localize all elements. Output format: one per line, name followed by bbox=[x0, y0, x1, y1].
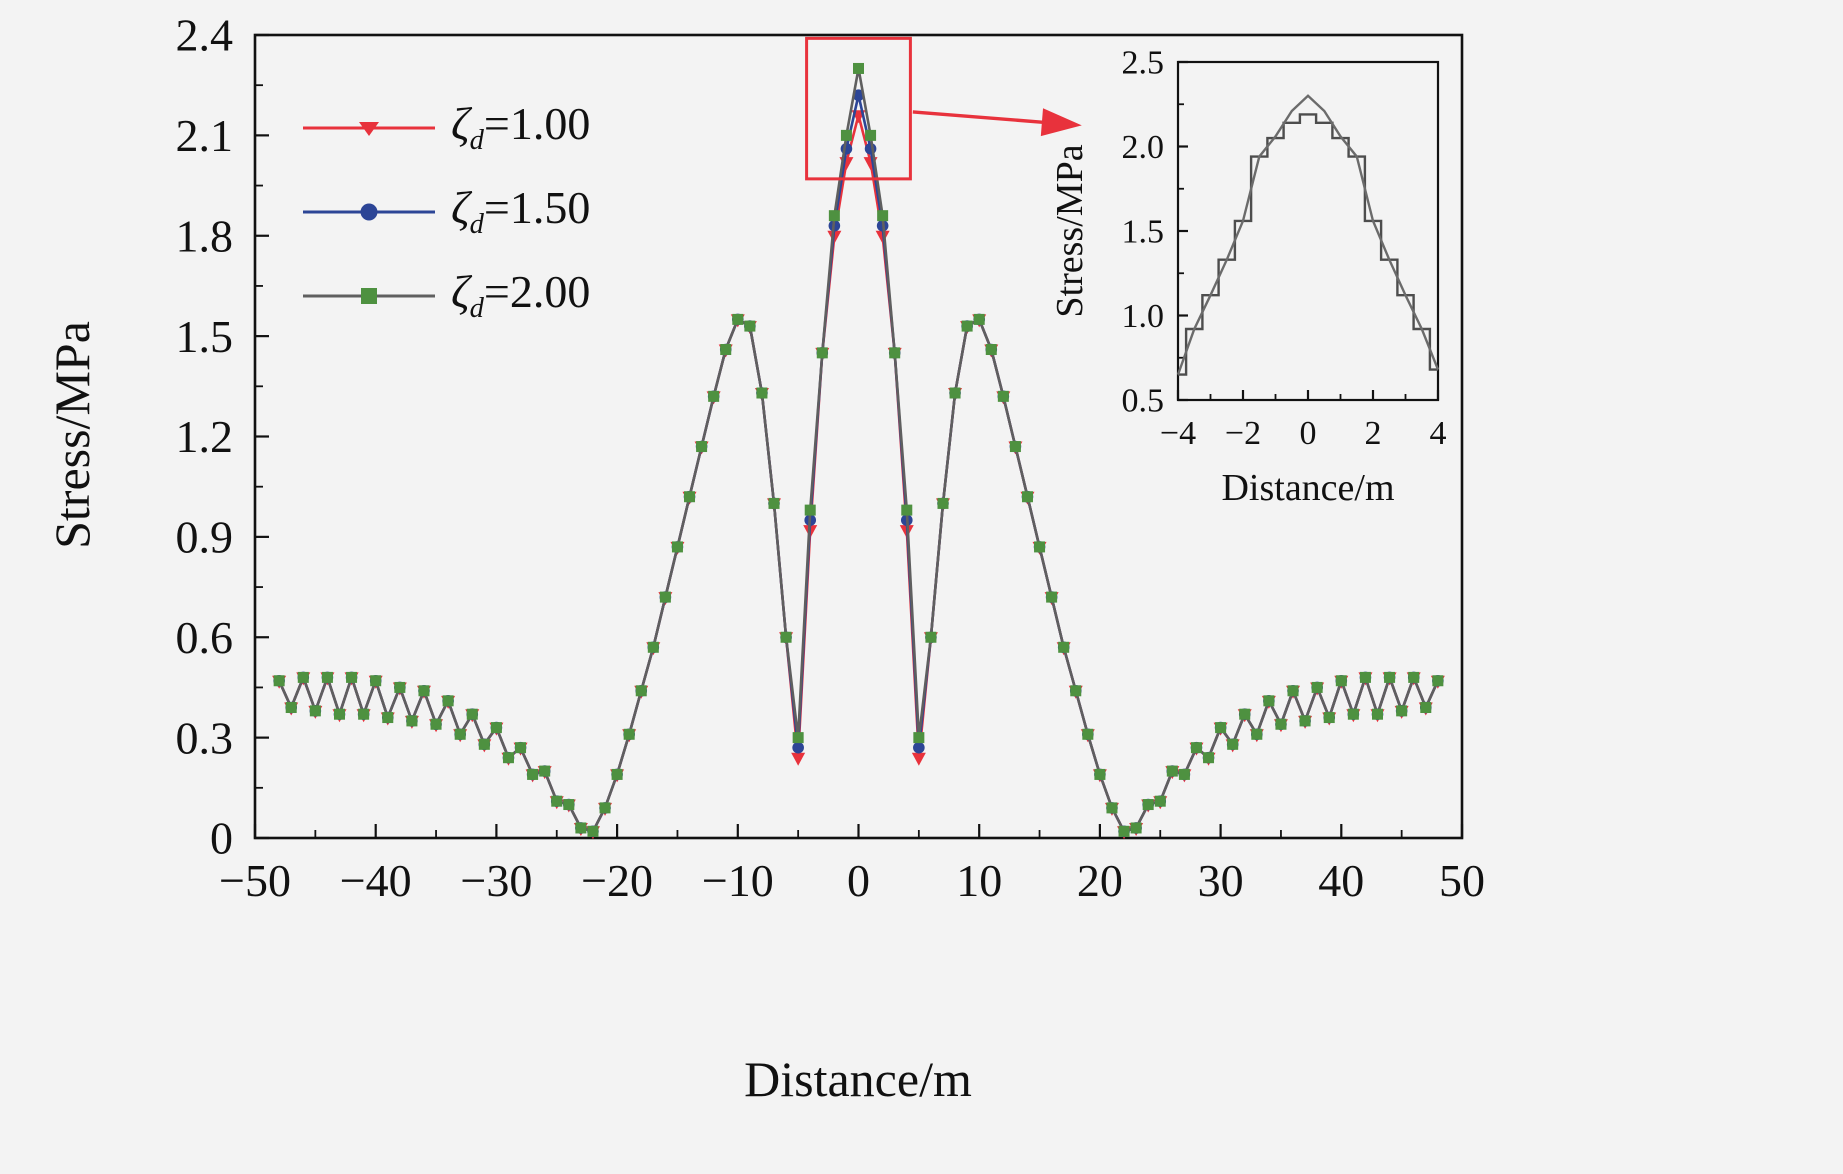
x-tick-label: −40 bbox=[340, 855, 412, 906]
x-tick-label: 0 bbox=[847, 855, 870, 906]
x-tick-label: −20 bbox=[581, 855, 653, 906]
zoom-arrow bbox=[912, 108, 1082, 137]
y-axis: 0 0.3 0.6 0.9 1.2 1.5 1.8 2.1 2.4 bbox=[176, 10, 269, 864]
y-tick-label: 2.5 bbox=[1122, 45, 1165, 82]
y-tick-label: 1.0 bbox=[1122, 298, 1165, 335]
y-tick-label: 0.3 bbox=[176, 712, 234, 763]
y-tick-label: 0 bbox=[210, 813, 233, 864]
inset-x-axis-title: Distance/m bbox=[1221, 467, 1395, 509]
main-y-axis-title: Stress/MPa bbox=[44, 321, 100, 549]
x-tick-label: −30 bbox=[460, 855, 532, 906]
inset-y-axis-title: Stress/MPa bbox=[1049, 144, 1091, 318]
legend-key-zd-1-50 bbox=[303, 203, 435, 221]
zoom-region-rect bbox=[805, 36, 912, 181]
x-tick-label: −50 bbox=[219, 855, 291, 906]
y-tick-label: 2.4 bbox=[176, 10, 234, 61]
y-tick-label: 0.5 bbox=[1122, 383, 1165, 420]
y-tick-label: 1.5 bbox=[176, 311, 234, 362]
y-tick-label: 2.0 bbox=[1122, 129, 1165, 166]
x-tick-label: 2 bbox=[1365, 415, 1382, 452]
x-tick-label: −10 bbox=[702, 855, 774, 906]
legend-label: ζd=1.00 bbox=[451, 97, 591, 156]
arrowhead-icon bbox=[1040, 108, 1082, 137]
legend-entry-zd-1-50: ζd=1.50 bbox=[303, 179, 590, 245]
legend-entry-zd-1-00: ζd=1.00 bbox=[303, 95, 590, 161]
x-axis: −4 −2 0 2 4 bbox=[1160, 390, 1447, 452]
inset-series-1 bbox=[1176, 94, 1440, 376]
y-tick-label: 2.1 bbox=[176, 110, 234, 161]
y-tick-label: 0.6 bbox=[176, 612, 234, 663]
y-axis: 0.5 1.0 1.5 2.0 2.5 bbox=[1122, 45, 1188, 420]
circle-marker-icon bbox=[360, 203, 378, 221]
x-tick-label: 10 bbox=[956, 855, 1002, 906]
inset-series-0 bbox=[1178, 113, 1438, 376]
main-plot: −50 −40 −30 −20 −10 0 10 20 30 40 5000.30.60.91.21… bbox=[176, 10, 1486, 906]
x-tick-label: 0 bbox=[1300, 415, 1317, 452]
x-tick-label: −2 bbox=[1225, 415, 1261, 452]
x-axis: −50 −40 −30 −20 −10 0 10 20 30 40 50 bbox=[219, 824, 1485, 906]
x-tick-label: 30 bbox=[1198, 855, 1244, 906]
y-tick-label: 1.5 bbox=[1122, 214, 1165, 251]
x-tick-label: 4 bbox=[1430, 415, 1447, 452]
series-2 bbox=[273, 62, 1444, 837]
triangle-down-marker-icon bbox=[359, 122, 379, 136]
x-tick-label: 40 bbox=[1318, 855, 1364, 906]
series-markers bbox=[273, 62, 1444, 837]
legend: ζd=1.00 ζd=1.50 ζd=2.00 bbox=[303, 95, 590, 329]
y-tick-label: 1.8 bbox=[176, 210, 234, 261]
legend-entry-zd-2-00: ζd=2.00 bbox=[303, 263, 590, 329]
main-x-axis-title: Distance/m bbox=[744, 1051, 972, 1107]
legend-label: ζd=1.50 bbox=[451, 181, 591, 240]
x-tick-label: −4 bbox=[1160, 415, 1196, 452]
y-tick-label: 0.9 bbox=[176, 512, 234, 563]
y-tick-label: 1.2 bbox=[176, 411, 234, 462]
x-tick-label: 20 bbox=[1077, 855, 1123, 906]
plot-border bbox=[1176, 60, 1440, 402]
square-marker-icon bbox=[361, 288, 377, 304]
x-tick-label: 50 bbox=[1439, 855, 1485, 906]
legend-label: ζd=2.00 bbox=[451, 265, 591, 324]
legend-key-zd-1-00 bbox=[303, 122, 435, 136]
legend-key-zd-2-00 bbox=[303, 288, 435, 304]
inset-plot: −4 −2 0 2 4 0.5 1.0 1.5 2.0 2.5 bbox=[1122, 45, 1447, 452]
